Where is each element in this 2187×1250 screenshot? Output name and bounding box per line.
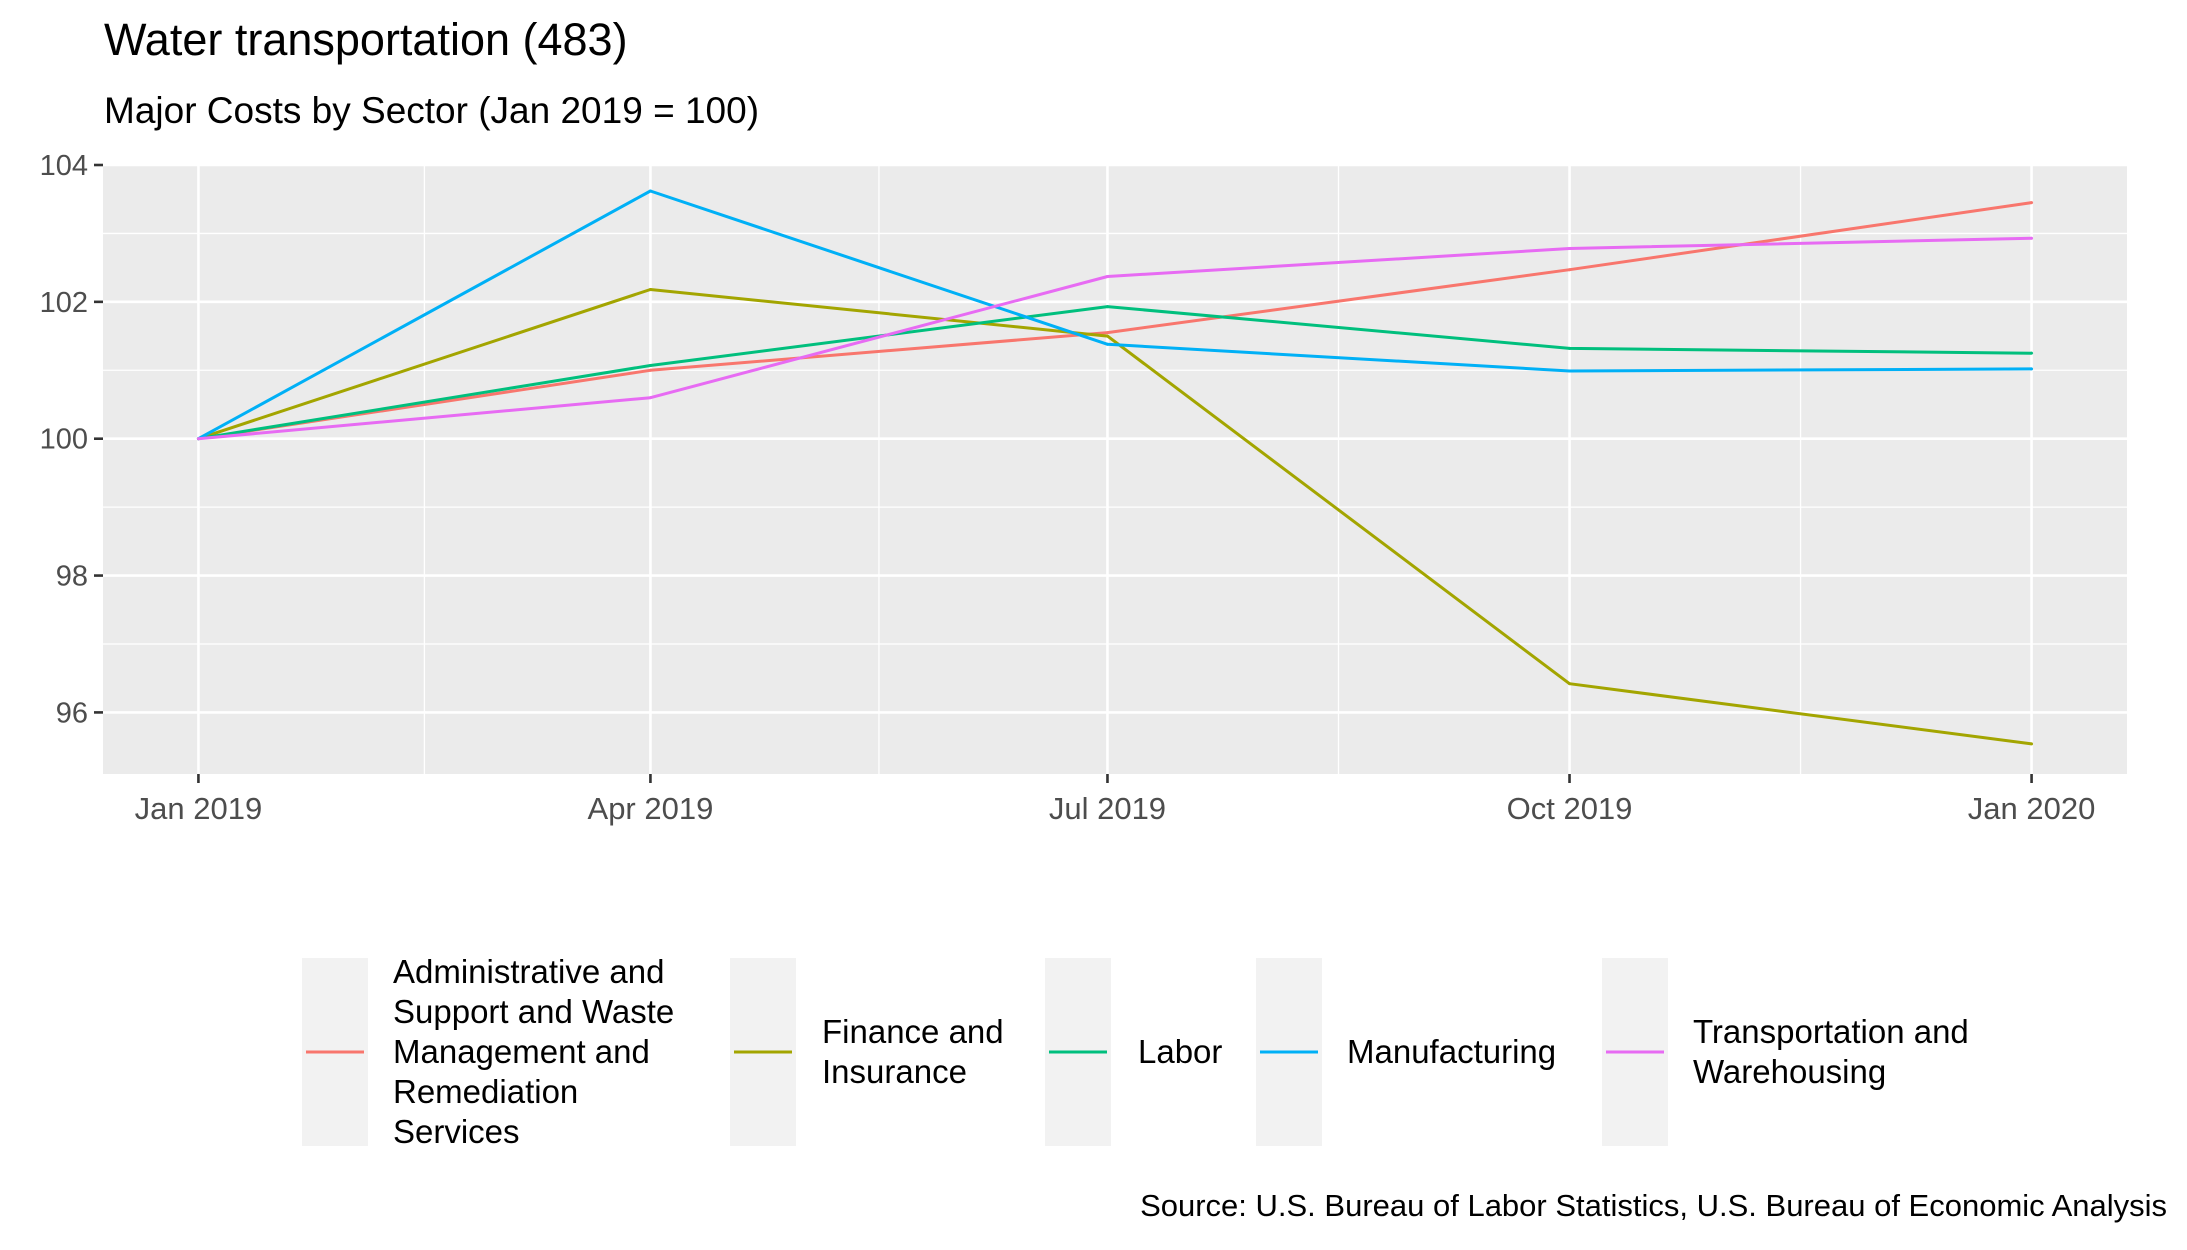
data-point bbox=[2030, 742, 2034, 746]
x-axis: Jan 2019 Apr 2019 Jul 2019 Oct 2019 Jan 2020 bbox=[135, 774, 2096, 826]
chart-title: Water transportation (483) bbox=[104, 14, 628, 65]
y-tick-label: 100 bbox=[40, 424, 88, 456]
data-point bbox=[1105, 334, 1109, 338]
x-tick-label: Jan 2019 bbox=[135, 791, 263, 826]
grid-major bbox=[103, 163, 2127, 774]
data-point bbox=[1105, 305, 1109, 309]
data-point bbox=[648, 189, 652, 193]
chart-subtitle: Major Costs by Sector (Jan 2019 = 100) bbox=[104, 90, 760, 131]
y-tick-label: 98 bbox=[56, 561, 88, 593]
data-point bbox=[1568, 246, 1572, 250]
legend bbox=[302, 958, 1668, 1146]
data-point bbox=[2030, 201, 2034, 205]
y-tick-label: 104 bbox=[40, 150, 88, 182]
data-point bbox=[1568, 682, 1572, 686]
y-tick-label: 102 bbox=[40, 287, 88, 319]
data-point bbox=[648, 363, 652, 367]
legend-label: Transportation and Warehousing bbox=[1693, 1013, 1969, 1090]
x-tick-label: Jul 2019 bbox=[1049, 791, 1166, 826]
plot-panel bbox=[103, 165, 2127, 774]
data-point bbox=[2030, 236, 2034, 240]
data-point bbox=[1568, 346, 1572, 350]
x-tick-label: Jan 2020 bbox=[1968, 791, 2096, 826]
y-axis: 96 98 100 102 104 bbox=[40, 150, 103, 729]
data-point bbox=[648, 368, 652, 372]
source-caption: Source: U.S. Bureau of Labor Statistics,… bbox=[1140, 1188, 2167, 1223]
x-tick-label: Oct 2019 bbox=[1507, 791, 1633, 826]
data-point bbox=[196, 437, 200, 441]
data-point bbox=[1105, 342, 1109, 346]
legend-label: Finance and Insurance bbox=[822, 1013, 1004, 1090]
data-point bbox=[1105, 275, 1109, 279]
data-point bbox=[648, 396, 652, 400]
legend-label: Labor bbox=[1138, 1033, 1223, 1070]
y-tick-label: 96 bbox=[56, 697, 88, 729]
x-tick-label: Apr 2019 bbox=[588, 791, 714, 826]
data-point bbox=[1105, 331, 1109, 335]
data-point bbox=[1568, 268, 1572, 272]
data-point bbox=[1568, 369, 1572, 373]
legend-label: Administrative and Support and Waste Man… bbox=[393, 953, 675, 1150]
data-point bbox=[2030, 351, 2034, 355]
data-point bbox=[648, 288, 652, 292]
series-lines bbox=[196, 189, 2034, 746]
data-point bbox=[2030, 367, 2034, 371]
legend-label: Manufacturing bbox=[1347, 1033, 1557, 1070]
